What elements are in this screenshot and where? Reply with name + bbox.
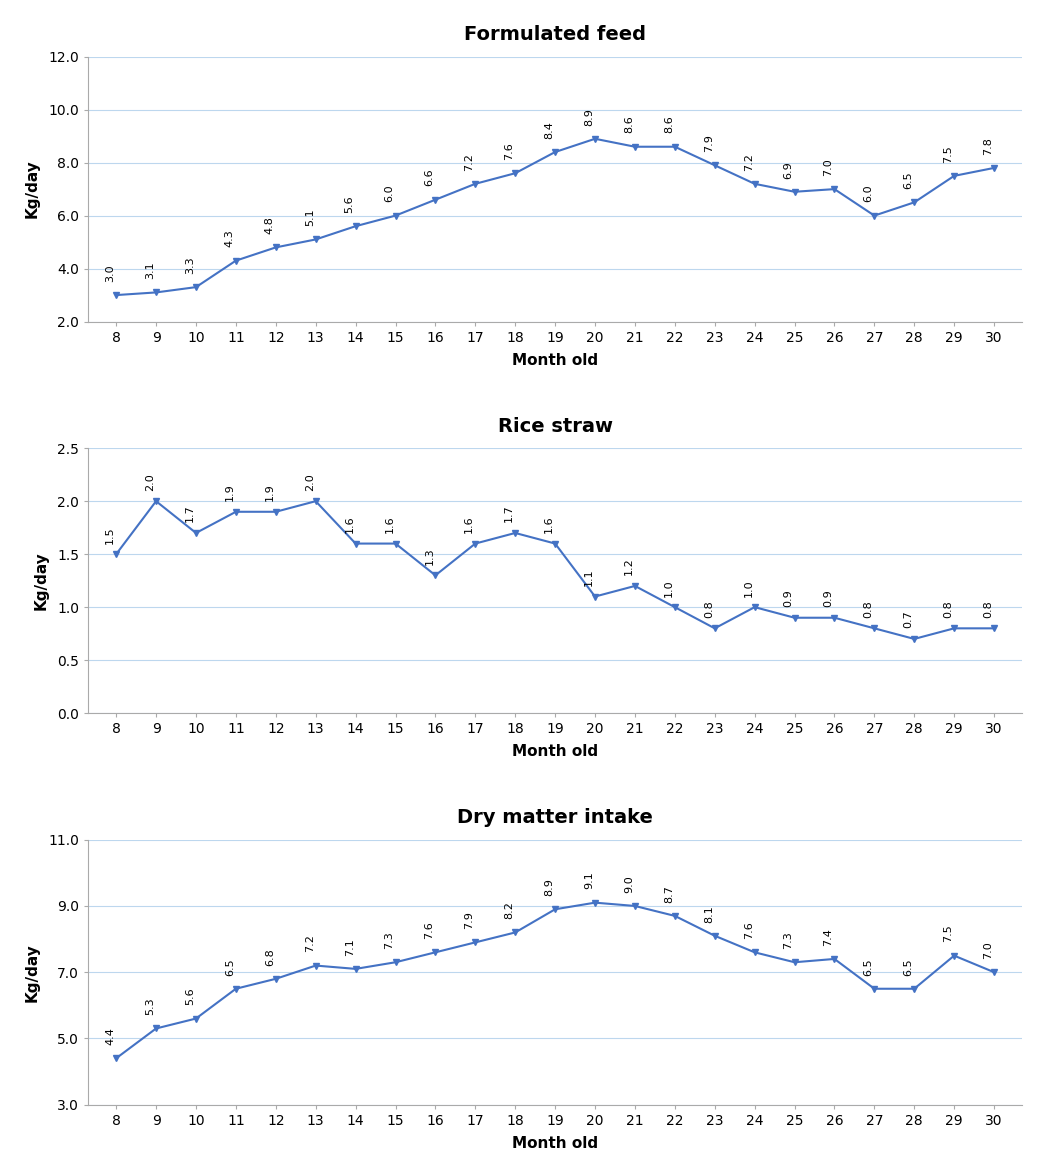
Text: 6.5: 6.5 — [904, 172, 913, 189]
Text: 6.9: 6.9 — [783, 161, 794, 179]
Text: 8.9: 8.9 — [584, 108, 594, 126]
Text: 8.4: 8.4 — [544, 121, 554, 139]
Text: 6.0: 6.0 — [384, 185, 395, 202]
Text: 1.6: 1.6 — [344, 515, 355, 533]
Text: 0.9: 0.9 — [823, 589, 833, 607]
Text: 0.8: 0.8 — [983, 600, 994, 617]
Text: 7.2: 7.2 — [305, 935, 315, 953]
Text: 5.3: 5.3 — [146, 997, 155, 1015]
Text: 8.6: 8.6 — [624, 115, 633, 134]
Y-axis label: Kg/day: Kg/day — [25, 943, 40, 1002]
Text: 0.7: 0.7 — [904, 610, 913, 628]
Text: 7.4: 7.4 — [823, 928, 833, 946]
Text: 1.9: 1.9 — [265, 483, 274, 501]
Title: Rice straw: Rice straw — [497, 416, 612, 435]
Text: 7.9: 7.9 — [704, 134, 714, 152]
Text: 7.3: 7.3 — [384, 931, 395, 949]
Text: 3.3: 3.3 — [185, 256, 195, 274]
Text: 8.6: 8.6 — [664, 115, 674, 134]
Text: 7.5: 7.5 — [943, 924, 953, 942]
Text: 6.5: 6.5 — [904, 958, 913, 976]
Text: 1.7: 1.7 — [185, 505, 195, 522]
Text: 0.8: 0.8 — [943, 600, 953, 617]
Text: 1.5: 1.5 — [105, 526, 115, 543]
Text: 7.6: 7.6 — [505, 142, 514, 160]
Text: 7.0: 7.0 — [823, 158, 833, 176]
Text: 4.3: 4.3 — [225, 229, 235, 247]
Text: 1.0: 1.0 — [743, 579, 754, 596]
Text: 7.8: 7.8 — [983, 136, 994, 155]
X-axis label: Month old: Month old — [512, 1136, 598, 1151]
Text: 1.0: 1.0 — [664, 579, 674, 596]
Text: 5.1: 5.1 — [305, 208, 315, 226]
Text: 4.4: 4.4 — [105, 1027, 115, 1045]
Text: 1.7: 1.7 — [505, 505, 514, 522]
Text: 3.0: 3.0 — [105, 265, 115, 282]
Text: 2.0: 2.0 — [305, 473, 315, 490]
Text: 7.1: 7.1 — [344, 938, 355, 956]
Y-axis label: Kg/day: Kg/day — [34, 552, 49, 610]
Text: 1.6: 1.6 — [384, 515, 395, 533]
Text: 6.5: 6.5 — [864, 958, 873, 976]
Text: 6.0: 6.0 — [864, 185, 873, 202]
Text: 8.1: 8.1 — [704, 904, 714, 922]
Text: 9.1: 9.1 — [584, 871, 594, 889]
Text: 7.2: 7.2 — [464, 153, 474, 171]
Text: 9.0: 9.0 — [624, 875, 633, 893]
Text: 3.1: 3.1 — [146, 261, 155, 279]
Text: 8.7: 8.7 — [664, 884, 674, 903]
Text: 8.2: 8.2 — [505, 901, 514, 920]
Text: 7.6: 7.6 — [424, 921, 435, 940]
Text: 6.6: 6.6 — [424, 169, 435, 187]
Text: 0.9: 0.9 — [783, 589, 794, 607]
Text: 1.3: 1.3 — [424, 547, 435, 564]
Text: 6.8: 6.8 — [265, 948, 274, 965]
Text: 6.5: 6.5 — [225, 958, 235, 976]
Text: 7.6: 7.6 — [743, 921, 754, 940]
Text: 1.1: 1.1 — [584, 568, 594, 586]
X-axis label: Month old: Month old — [512, 744, 598, 760]
Text: 7.0: 7.0 — [983, 941, 994, 958]
Text: 0.8: 0.8 — [864, 600, 873, 617]
Text: 8.9: 8.9 — [544, 878, 554, 896]
Title: Dry matter intake: Dry matter intake — [458, 808, 653, 827]
X-axis label: Month old: Month old — [512, 353, 598, 368]
Text: 1.6: 1.6 — [464, 515, 474, 533]
Text: 7.2: 7.2 — [743, 153, 754, 171]
Text: 7.5: 7.5 — [943, 145, 953, 162]
Text: 4.8: 4.8 — [265, 216, 274, 234]
Text: 1.9: 1.9 — [225, 483, 235, 501]
Y-axis label: Kg/day: Kg/day — [25, 160, 40, 219]
Text: 5.6: 5.6 — [185, 988, 195, 1005]
Text: 5.6: 5.6 — [344, 195, 355, 213]
Text: 1.2: 1.2 — [624, 557, 633, 575]
Text: 1.6: 1.6 — [544, 515, 554, 533]
Text: 7.3: 7.3 — [783, 931, 794, 949]
Title: Formulated feed: Formulated feed — [464, 25, 646, 44]
Text: 7.9: 7.9 — [464, 911, 474, 929]
Text: 2.0: 2.0 — [146, 473, 155, 490]
Text: 0.8: 0.8 — [704, 600, 714, 617]
